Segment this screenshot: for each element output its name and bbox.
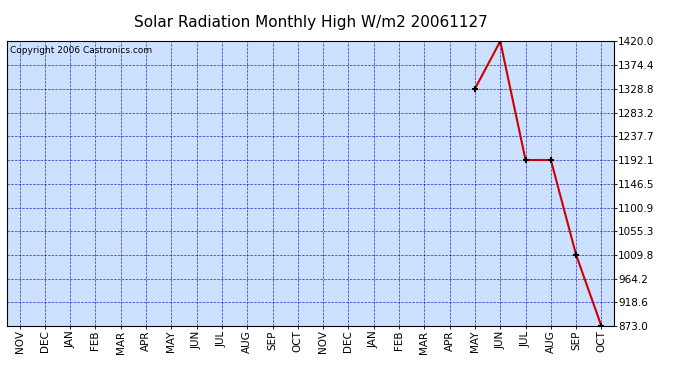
- Text: Copyright 2006 Castronics.com: Copyright 2006 Castronics.com: [10, 45, 152, 54]
- Text: Solar Radiation Monthly High W/m2 20061127: Solar Radiation Monthly High W/m2 200611…: [134, 15, 487, 30]
